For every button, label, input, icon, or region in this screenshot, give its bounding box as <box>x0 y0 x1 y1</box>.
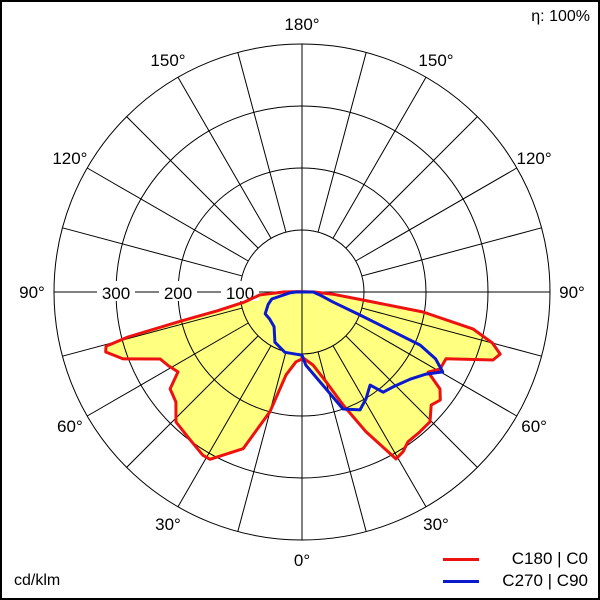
angle-label: 90° <box>19 283 45 302</box>
angle-label: 60° <box>521 417 547 436</box>
grid-spoke <box>345 116 478 249</box>
angle-label: 150° <box>150 51 185 70</box>
radial-tick-labels: 100 200 300 <box>97 281 259 303</box>
grid-spoke <box>361 227 542 277</box>
angle-label: 60° <box>57 417 83 436</box>
grid-spoke <box>86 167 249 262</box>
legend-item-c180-c0: C180 | C0 <box>443 548 588 570</box>
curve-fill-1 <box>265 292 443 410</box>
grid-spoke <box>177 345 272 508</box>
angle-label: 150° <box>418 51 453 70</box>
grid-spoke <box>332 76 427 239</box>
angle-label: 30° <box>155 515 181 534</box>
angle-label: 30° <box>423 515 449 534</box>
tick-label-bg <box>159 281 197 301</box>
grid-spoke <box>126 335 259 468</box>
legend-label: C180 | C0 <box>511 549 588 568</box>
legend-label: C270 | C90 <box>502 571 588 590</box>
grid-spoke <box>317 52 367 233</box>
tick-label-bg <box>221 281 259 301</box>
grid-spoke <box>355 167 518 262</box>
curve-c180-c0 <box>104 290 502 461</box>
grid-spoke <box>177 76 272 239</box>
legend-item-c270-c90: C270 | C90 <box>443 570 588 592</box>
grid-spoke <box>86 322 249 417</box>
tick-label-bg <box>97 281 135 301</box>
grid-spoke <box>237 52 287 233</box>
radial-tick-label: 200 <box>164 284 192 303</box>
grid-spoke <box>361 307 542 357</box>
angle-label: 120° <box>52 149 87 168</box>
angle-label: 180° <box>284 15 319 34</box>
radial-tick-label: 100 <box>226 284 254 303</box>
grid-spoke <box>62 227 243 277</box>
grid-spoke <box>332 345 427 508</box>
angle-labels: 0° 30° 60° 90° 120° 150° 180° 30° 60° 90° 120° 150° <box>19 15 585 570</box>
legend: C180 | C0 C270 | C90 <box>443 548 588 592</box>
angle-label: 120° <box>517 149 552 168</box>
grid-spoke <box>62 307 243 357</box>
grid-spoke <box>126 116 259 249</box>
curves <box>104 290 502 461</box>
curve-fill-0 <box>105 291 501 460</box>
legend-swatch-blue <box>443 579 479 583</box>
angle-label: 0° <box>294 551 310 570</box>
grid-spoke <box>345 335 478 468</box>
curve-c270-c90 <box>263 290 445 412</box>
grid-spoke <box>237 351 287 532</box>
angle-label: 90° <box>559 283 585 302</box>
legend-swatch-red <box>443 557 479 561</box>
efficiency-label: η: 100% <box>531 8 590 25</box>
unit-label: cd/klm <box>14 572 61 589</box>
radial-tick-label: 300 <box>102 284 130 303</box>
curve-fills <box>105 291 501 460</box>
